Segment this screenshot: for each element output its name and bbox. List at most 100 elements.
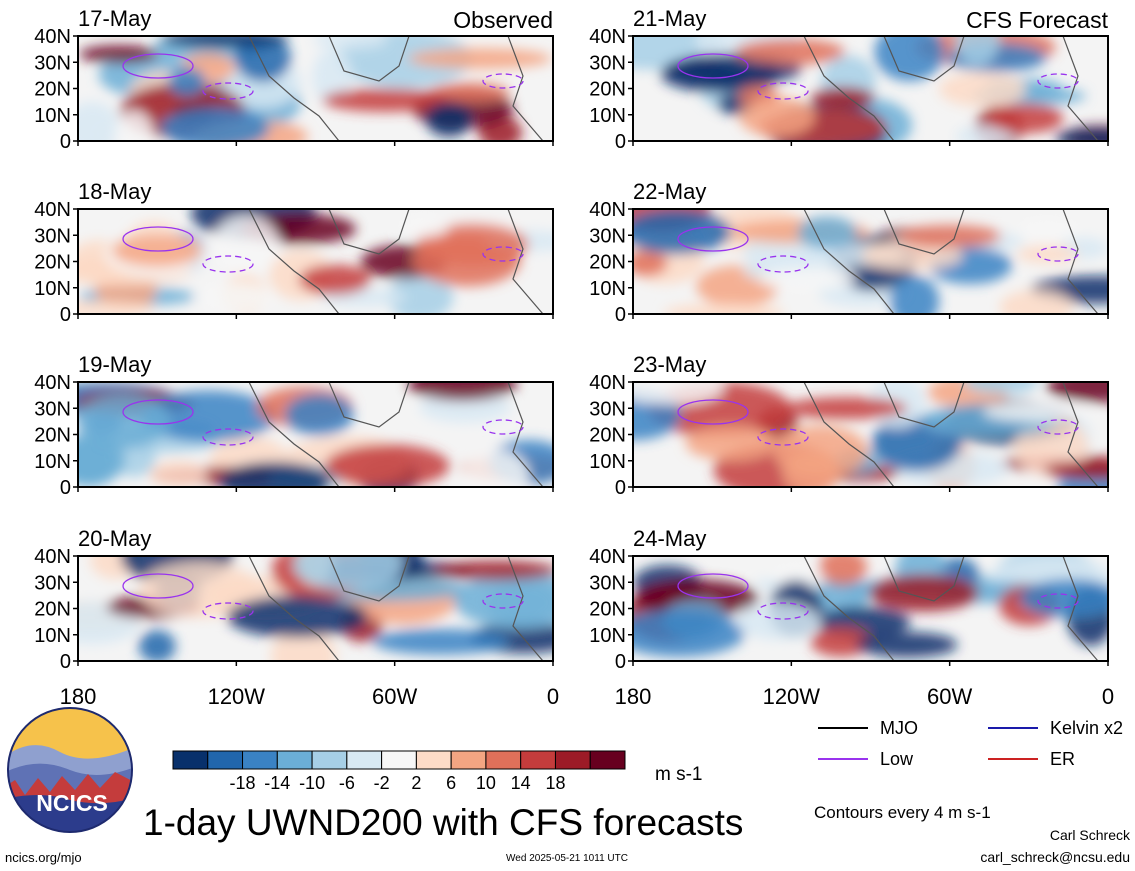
y-tick-label: 30N: [34, 52, 71, 74]
panel-21-May: 21-May 0 10N 20N 30N 40N: [589, 6, 1109, 153]
y-tick-label: 30N: [589, 225, 626, 247]
y-tick-label: 40N: [34, 26, 71, 48]
colorbar-units: m s-1: [655, 764, 703, 785]
y-tick-label: 40N: [34, 546, 71, 568]
legend-label: ER: [1050, 749, 1075, 769]
legend: MJO Kelvin x2 Low ER: [818, 718, 1123, 769]
panel-17-May: 17-May 0 10N 20N 30N 40N: [34, 6, 554, 153]
footer-timestamp: Wed 2025-05-21 1011 UTC: [506, 853, 628, 864]
y-tick-label: 30N: [589, 572, 626, 594]
ncics-logo: NCICS: [7, 707, 133, 833]
x-tick-label: 0: [547, 684, 559, 709]
x-tick-label: 60W: [372, 684, 417, 709]
colorbar-label: -10: [299, 773, 325, 793]
colorbar-label: 2: [411, 773, 421, 793]
panel-20-May: 20-May 0 10N 20N 30N 40N: [34, 526, 554, 673]
y-tick-label: 0: [60, 477, 71, 499]
footer-author: Carl Schreck: [1050, 827, 1131, 843]
y-tick-label: 40N: [589, 26, 626, 48]
x-tick-label: 120W: [763, 684, 821, 709]
y-tick-label: 20N: [34, 599, 71, 621]
y-tick-label: 40N: [34, 372, 71, 394]
legend-label: Low: [880, 749, 914, 769]
panel-24-May: 24-May 0 10N 20N 30N 40N: [589, 526, 1109, 673]
colorbar: -18 -14 -10 -6 -2 2 6 10 14 18: [172, 750, 626, 793]
y-tick-label: 10N: [589, 105, 626, 127]
x-tick-label: 180: [615, 684, 652, 709]
y-tick-label: 10N: [589, 625, 626, 647]
colorbar-swatch: [311, 750, 348, 770]
colorbar-label: 14: [511, 773, 531, 793]
colorbar-label: -6: [339, 773, 355, 793]
colorbar-swatch: [276, 750, 313, 770]
y-tick-label: 40N: [589, 546, 626, 568]
footer-url: ncics.org/mjo: [5, 850, 82, 865]
y-tick-label: 40N: [34, 199, 71, 221]
panel-19-May: 19-May 0 10N 20N 30N 40N: [34, 352, 554, 499]
colorbar-label: -14: [264, 773, 290, 793]
colorbar-swatch: [415, 750, 452, 770]
y-tick-label: 0: [615, 304, 626, 326]
panel-23-May: 23-May 0 10N 20N 30N 40N: [589, 352, 1109, 499]
footer-email: carl_schreck@ncsu.edu: [980, 849, 1130, 865]
y-tick-label: 10N: [34, 105, 71, 127]
y-tick-label: 30N: [34, 225, 71, 247]
y-tick-label: 40N: [589, 199, 626, 221]
panel-date: 19-May: [78, 352, 151, 377]
colorbar-label: -2: [374, 773, 390, 793]
y-tick-label: 0: [60, 131, 71, 153]
x-tick-label: 180: [60, 684, 97, 709]
colorbar-label: 18: [545, 773, 565, 793]
panel-date: 21-May: [633, 6, 706, 31]
y-tick-label: 30N: [34, 398, 71, 420]
y-tick-label: 20N: [589, 425, 626, 447]
colorbar-swatch: [520, 750, 556, 770]
y-tick-label: 10N: [589, 278, 626, 300]
y-tick-label: 40N: [589, 372, 626, 394]
y-tick-label: 10N: [34, 278, 71, 300]
colorbar-label: 6: [446, 773, 456, 793]
x-tick-label: 120W: [208, 684, 266, 709]
panel-date: 23-May: [633, 352, 706, 377]
contour-note: Contours every 4 m s-1: [814, 803, 991, 822]
figure-title: 1-day UWND200 with CFS forecasts: [143, 802, 743, 843]
colorbar-swatch: [172, 750, 209, 770]
colorbar-swatch: [381, 750, 417, 770]
y-tick-label: 20N: [34, 252, 71, 274]
colorbar-swatch: [450, 750, 487, 770]
x-tick-label: 60W: [927, 684, 972, 709]
y-tick-label: 0: [60, 651, 71, 673]
panel-date: 24-May: [633, 526, 706, 551]
colorbar-swatch: [207, 750, 244, 770]
colorbar-swatch: [554, 750, 591, 770]
y-tick-label: 20N: [589, 599, 626, 621]
observed-header: Observed: [453, 7, 553, 33]
y-tick-label: 30N: [589, 398, 626, 420]
legend-label: Kelvin x2: [1050, 718, 1123, 738]
panel-date: 22-May: [633, 179, 706, 204]
colorbar-swatch: [346, 750, 383, 770]
panel-date: 20-May: [78, 526, 151, 551]
colorbar-swatch: [242, 750, 278, 770]
y-tick-label: 0: [615, 651, 626, 673]
y-tick-label: 20N: [589, 79, 626, 101]
forecast-header: CFS Forecast: [966, 7, 1108, 33]
y-tick-label: 0: [615, 131, 626, 153]
legend-label: MJO: [880, 718, 918, 738]
y-tick-label: 20N: [589, 252, 626, 274]
y-tick-label: 10N: [589, 451, 626, 473]
y-tick-label: 20N: [34, 425, 71, 447]
panel-date: 17-May: [78, 6, 151, 31]
colorbar-label: 10: [476, 773, 496, 793]
colorbar-swatch: [485, 750, 522, 770]
y-tick-label: 30N: [589, 52, 626, 74]
colorbar-swatch: [589, 750, 626, 770]
colorbar-label: -18: [230, 773, 256, 793]
y-tick-label: 0: [615, 477, 626, 499]
y-tick-label: 0: [60, 304, 71, 326]
x-tick-label: 0: [1102, 684, 1114, 709]
y-tick-label: 20N: [34, 79, 71, 101]
y-tick-label: 10N: [34, 625, 71, 647]
panel-18-May: 18-May 0 10N 20N 30N 40N: [34, 179, 554, 326]
